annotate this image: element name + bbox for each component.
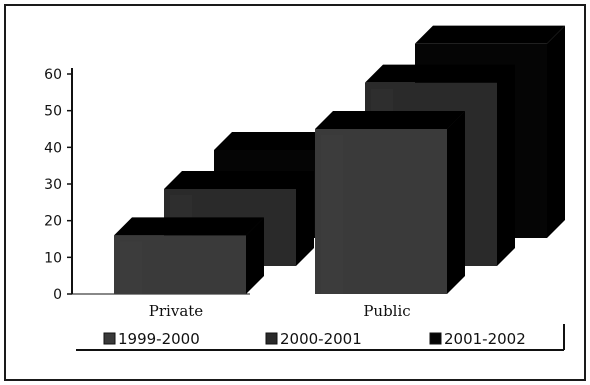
bar-top [315,111,465,129]
bar-private-1999-2000 [114,217,264,294]
bar-side [497,64,515,267]
legend-swatch [103,332,116,345]
category-label: Public [363,302,410,320]
legend: 1999-2000 2000-2001 2001-2002 [76,324,565,351]
bar-top [415,25,565,44]
y-tick-label: 50 [44,104,62,120]
category-label: Private [149,302,204,320]
y-tick-label: 0 [53,287,62,303]
bar-side [547,25,565,238]
bar-highlight [120,241,142,294]
legend-label: 1999-2000 [118,330,200,348]
bar-top [114,217,264,236]
y-tick-label: 10 [44,250,62,266]
legend-label: 2000-2001 [280,330,362,348]
bar-side [447,111,465,294]
y-axis: 0 10 20 30 40 50 60 [44,67,250,303]
legend-swatch [265,332,278,345]
legend-swatch [429,332,442,345]
bar-top [164,171,314,189]
y-tick-label: 40 [44,140,62,156]
bar-top [365,64,515,83]
bar-side [246,217,264,294]
legend-label: 2001-2002 [444,330,526,348]
bar-side [296,171,314,266]
y-tick-label: 30 [44,177,62,193]
bar-highlight [321,135,343,294]
bar-public-1999-2000 [315,111,465,294]
bars [114,25,565,294]
y-tick-label: 60 [44,67,62,83]
category-labels: Private Public [149,302,411,320]
y-tick-label: 20 [44,214,62,230]
